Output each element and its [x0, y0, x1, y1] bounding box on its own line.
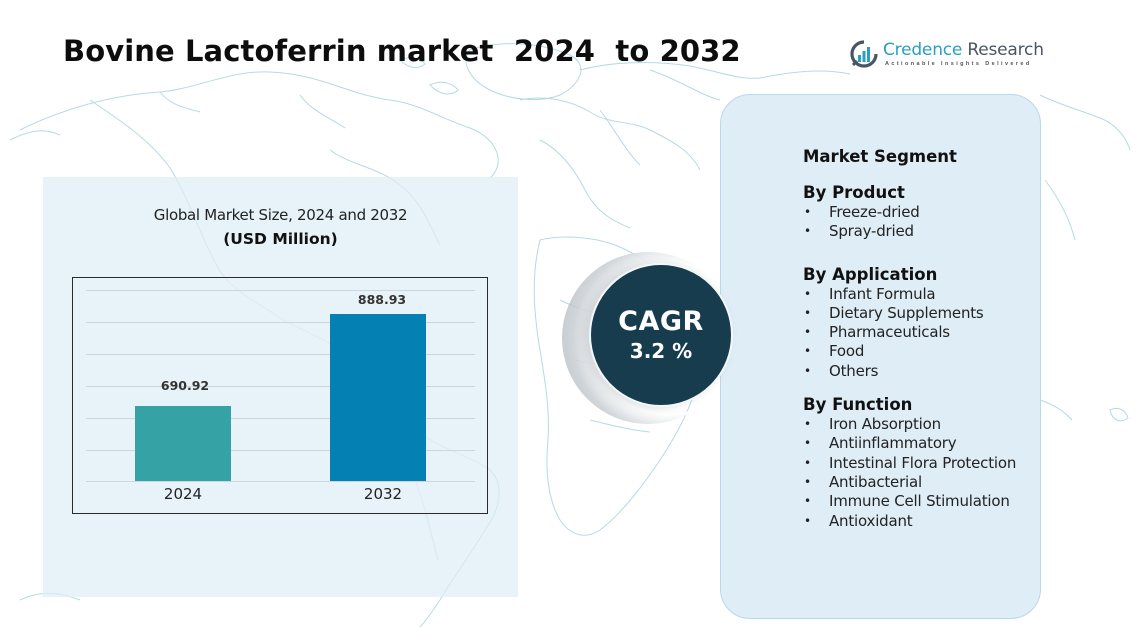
list-item-label: Food — [829, 342, 865, 361]
list-item-label: Pharmaceuticals — [829, 323, 950, 342]
page-title: Bovine Lactoferrin market 2024 to 2032 — [63, 34, 741, 68]
bar-chart: 690.92 2024 888.93 2032 — [72, 277, 488, 514]
list-item-label: Antibacterial — [829, 472, 922, 491]
x-axis-label-2024: 2024 — [163, 485, 203, 503]
chart-title: Global Market Size, 2024 and 2032 — [153, 206, 408, 224]
bullet-icon: • — [804, 344, 811, 359]
cagr-label: CAGR — [618, 306, 704, 337]
list-item-label: Dietary Supplements — [829, 303, 984, 322]
list-item: • Iron Absorption — [803, 415, 1043, 434]
bullet-icon: • — [804, 205, 811, 219]
logo-name: Credence Research — [883, 39, 1044, 60]
bullet-icon: • — [804, 455, 811, 470]
cagr-value: 3.2 % — [629, 339, 693, 363]
list-item-label: Antioxidant — [829, 511, 913, 530]
logo-name-part2: Research — [962, 39, 1044, 60]
bar-value-label-2032: 888.93 — [357, 292, 407, 307]
list-item-label: Others — [829, 361, 879, 380]
bullet-icon: • — [804, 325, 811, 340]
gridline — [86, 354, 475, 355]
list-item-label: Infant Formula — [829, 284, 936, 303]
market-segment-list: Market Segment By Product • Freeze-dried … — [803, 147, 1043, 545]
gridline — [86, 450, 475, 451]
bullet-icon: • — [804, 305, 811, 320]
bullet-icon: • — [804, 513, 811, 528]
list-item: • Immune Cell Stimulation — [803, 492, 1043, 511]
list-item: • Antioxidant — [803, 512, 1043, 531]
list-item: • Dietary Supplements — [803, 304, 1043, 323]
bullet-icon: • — [804, 494, 811, 509]
segment-group-title: By Function — [803, 395, 913, 415]
segment-group-title: By Application — [803, 264, 938, 284]
logo-name-part1: Credence — [883, 39, 963, 60]
bar-value-label-2024: 690.92 — [160, 378, 210, 393]
bar-2024[interactable] — [135, 406, 231, 481]
bullet-icon: • — [804, 417, 811, 432]
bullet-icon: • — [804, 363, 811, 378]
bullet-icon: • — [804, 474, 811, 489]
list-item-label: Immune Cell Stimulation — [829, 492, 1010, 511]
segment-group-title: By Product — [803, 183, 905, 202]
bullet-icon: • — [804, 436, 811, 451]
company-logo[interactable]: Credence Research Actionable Insights De… — [850, 40, 1044, 68]
list-item-label: Iron Absorption — [829, 415, 941, 434]
list-item-label: Spray-dried — [829, 222, 914, 241]
bar-2032[interactable] — [330, 314, 426, 481]
segment-group-product: By Product • Freeze-dried • Spray-dried — [803, 183, 1043, 242]
chart-baseline — [86, 481, 475, 482]
gridline — [86, 418, 475, 419]
list-item: • Pharmaceuticals — [803, 323, 1043, 342]
chart-unit-label: (USD Million) — [223, 230, 338, 248]
segment-group-function: By Function • Iron Absorption • Antiinflam… — [803, 395, 1043, 531]
gridline — [86, 290, 475, 291]
cagr-badge: CAGR 3.2 % — [589, 263, 733, 407]
list-item: • Spray-dried — [803, 222, 1043, 241]
market-segment-heading: Market Segment — [803, 147, 957, 166]
bar-chart-circle-icon — [850, 40, 878, 68]
logo-tagline: Actionable Insights Delivered — [885, 60, 1032, 67]
gridline — [86, 386, 475, 387]
x-axis-label-2032: 2032 — [363, 485, 403, 503]
list-item-label: Antiinflammatory — [829, 434, 957, 453]
list-item-label: Freeze-dried — [829, 203, 920, 221]
segment-group-application: By Application • Infant Formula • Dietary … — [803, 265, 1043, 381]
list-item: • Antiinflammatory — [803, 434, 1043, 453]
list-item: • Others — [803, 362, 1043, 381]
list-item-label: Intestinal Flora Protection — [829, 453, 1017, 472]
bullet-icon: • — [804, 286, 811, 301]
list-item: • Infant Formula — [803, 285, 1043, 304]
bullet-icon: • — [804, 224, 811, 239]
list-item: • Antibacterial — [803, 473, 1043, 492]
list-item: • Intestinal Flora Protection — [803, 454, 1043, 473]
list-item: • Freeze-dried — [803, 203, 1043, 222]
list-item: • Food — [803, 342, 1043, 361]
gridline — [86, 322, 475, 323]
chart-panel — [43, 177, 518, 597]
